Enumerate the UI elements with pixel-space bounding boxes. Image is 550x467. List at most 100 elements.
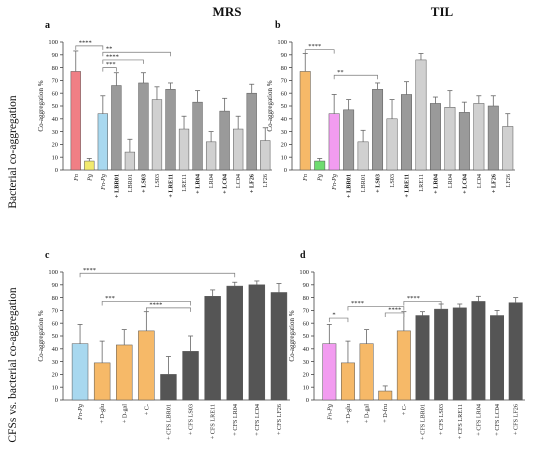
significance-label: *** [105, 295, 115, 302]
category-label: + C- [143, 404, 150, 415]
bar [219, 110, 230, 171]
bar [502, 126, 514, 171]
y-tick-label: 50 [303, 333, 309, 340]
bar [178, 128, 190, 171]
y-tick-label: 40 [52, 116, 58, 123]
significance-label: ** [106, 46, 113, 53]
bar [138, 330, 155, 401]
bar [270, 292, 288, 401]
row-label-top: Bacterial co-aggregation [7, 95, 19, 209]
category-label: + LF26 [490, 174, 497, 193]
bar [138, 82, 149, 171]
bar [233, 128, 244, 171]
significance-label: **** [388, 306, 401, 313]
y-tick-label: 50 [52, 333, 58, 340]
y-tick-label: 0 [306, 397, 309, 404]
category-label: Fn-Pg [326, 404, 333, 421]
y-tick-label: 10 [52, 384, 58, 391]
significance-bracket [403, 301, 442, 306]
category-label: Pg [86, 174, 93, 182]
category-label: + CFS LC04 [254, 404, 261, 436]
bar [434, 308, 449, 401]
bar [386, 118, 398, 171]
bar [340, 362, 355, 401]
y-tick-label: 20 [303, 372, 309, 379]
significance-bracket [101, 301, 191, 306]
y-tick-label: 30 [52, 359, 58, 366]
category-label: LF26 [262, 174, 269, 187]
category-label: Fn [302, 174, 309, 182]
significance-bracket [75, 45, 104, 50]
significance-label: **** [79, 39, 92, 46]
category-label: + D-glu [99, 404, 106, 423]
bar [260, 140, 271, 171]
bar [359, 343, 374, 401]
bar [205, 141, 217, 171]
bar [151, 99, 163, 171]
y-tick-label: 0 [55, 397, 58, 404]
y-tick-label: 30 [281, 129, 287, 136]
panel-c: c 0 10 20 30 40 50 60 70 80 90 100 Co-aggregation % F… [37, 250, 290, 440]
y-tick-label: 40 [303, 346, 309, 353]
significance-label: **** [351, 300, 364, 307]
significance-bracket [384, 312, 405, 317]
y-tick-label: 100 [48, 39, 58, 46]
bar [299, 71, 311, 171]
category-label: + LF26 [249, 174, 256, 193]
category-label: + CFS LR04 [232, 404, 239, 436]
category-label: + LC04 [222, 174, 229, 194]
y-tick-label: 80 [52, 295, 58, 302]
bar [84, 160, 95, 171]
y-tick-label: 50 [281, 103, 287, 110]
y-tick-label: 60 [281, 90, 287, 97]
significance-label: **** [106, 53, 119, 60]
y-tick-label: 40 [281, 116, 287, 123]
y-tick-label: 90 [281, 52, 287, 59]
panel-a: a 0 10 20 30 40 50 60 70 80 90 100 Co-aggregation % F… [37, 20, 272, 198]
significance-bracket [328, 317, 349, 323]
y-axis-label: Co-aggregation % [37, 310, 45, 361]
bar [401, 94, 412, 171]
bar [71, 343, 89, 401]
category-label: + LS03 [375, 174, 382, 193]
category-label: + LRE11 [168, 174, 175, 198]
y-tick-label: 60 [52, 320, 58, 327]
significance-label: ** [337, 69, 344, 76]
category-label: + D-gal [364, 404, 371, 423]
y-tick-label: 60 [52, 90, 58, 97]
significance-label: **** [308, 43, 321, 50]
y-tick-label: 30 [52, 129, 58, 136]
panel-label: b [275, 20, 281, 31]
bar [357, 141, 369, 171]
category-label: LBR01 [360, 174, 367, 192]
y-tick-label: 20 [52, 372, 58, 379]
y-axis-label: Co-aggregation % [288, 310, 296, 361]
category-label: + D-fru [382, 404, 389, 423]
y-tick-label: 90 [303, 282, 309, 289]
row-label-bottom: CFSs vs. bacterial co-aggregation [7, 287, 19, 442]
bar [93, 362, 111, 401]
header-til: TIL [431, 4, 454, 19]
y-tick-label: 90 [52, 52, 58, 59]
panel-d: d 0 10 20 30 40 50 60 70 80 90 100 Co-aggregation % F… [288, 250, 525, 440]
y-tick-label: 70 [52, 78, 58, 85]
bar [415, 59, 427, 171]
category-label: + LBR01 [113, 174, 120, 198]
bar [165, 89, 176, 171]
category-label: + D-glu [345, 404, 352, 423]
bar [471, 301, 486, 401]
panel-label: c [45, 250, 50, 261]
category-label: + CFS LRE11 [457, 404, 464, 439]
category-label: LBR01 [127, 174, 134, 192]
y-tick-label: 100 [299, 269, 309, 276]
bar [124, 151, 136, 171]
category-label: LR04 [208, 174, 215, 188]
category-label: + LR04 [432, 174, 439, 194]
category-label: LRE11 [181, 174, 188, 192]
bar [204, 296, 221, 401]
category-label: + CFS LBR01 [420, 404, 427, 440]
category-label: Fn [73, 174, 80, 182]
category-label: + C- [401, 404, 408, 415]
bar [328, 113, 340, 171]
